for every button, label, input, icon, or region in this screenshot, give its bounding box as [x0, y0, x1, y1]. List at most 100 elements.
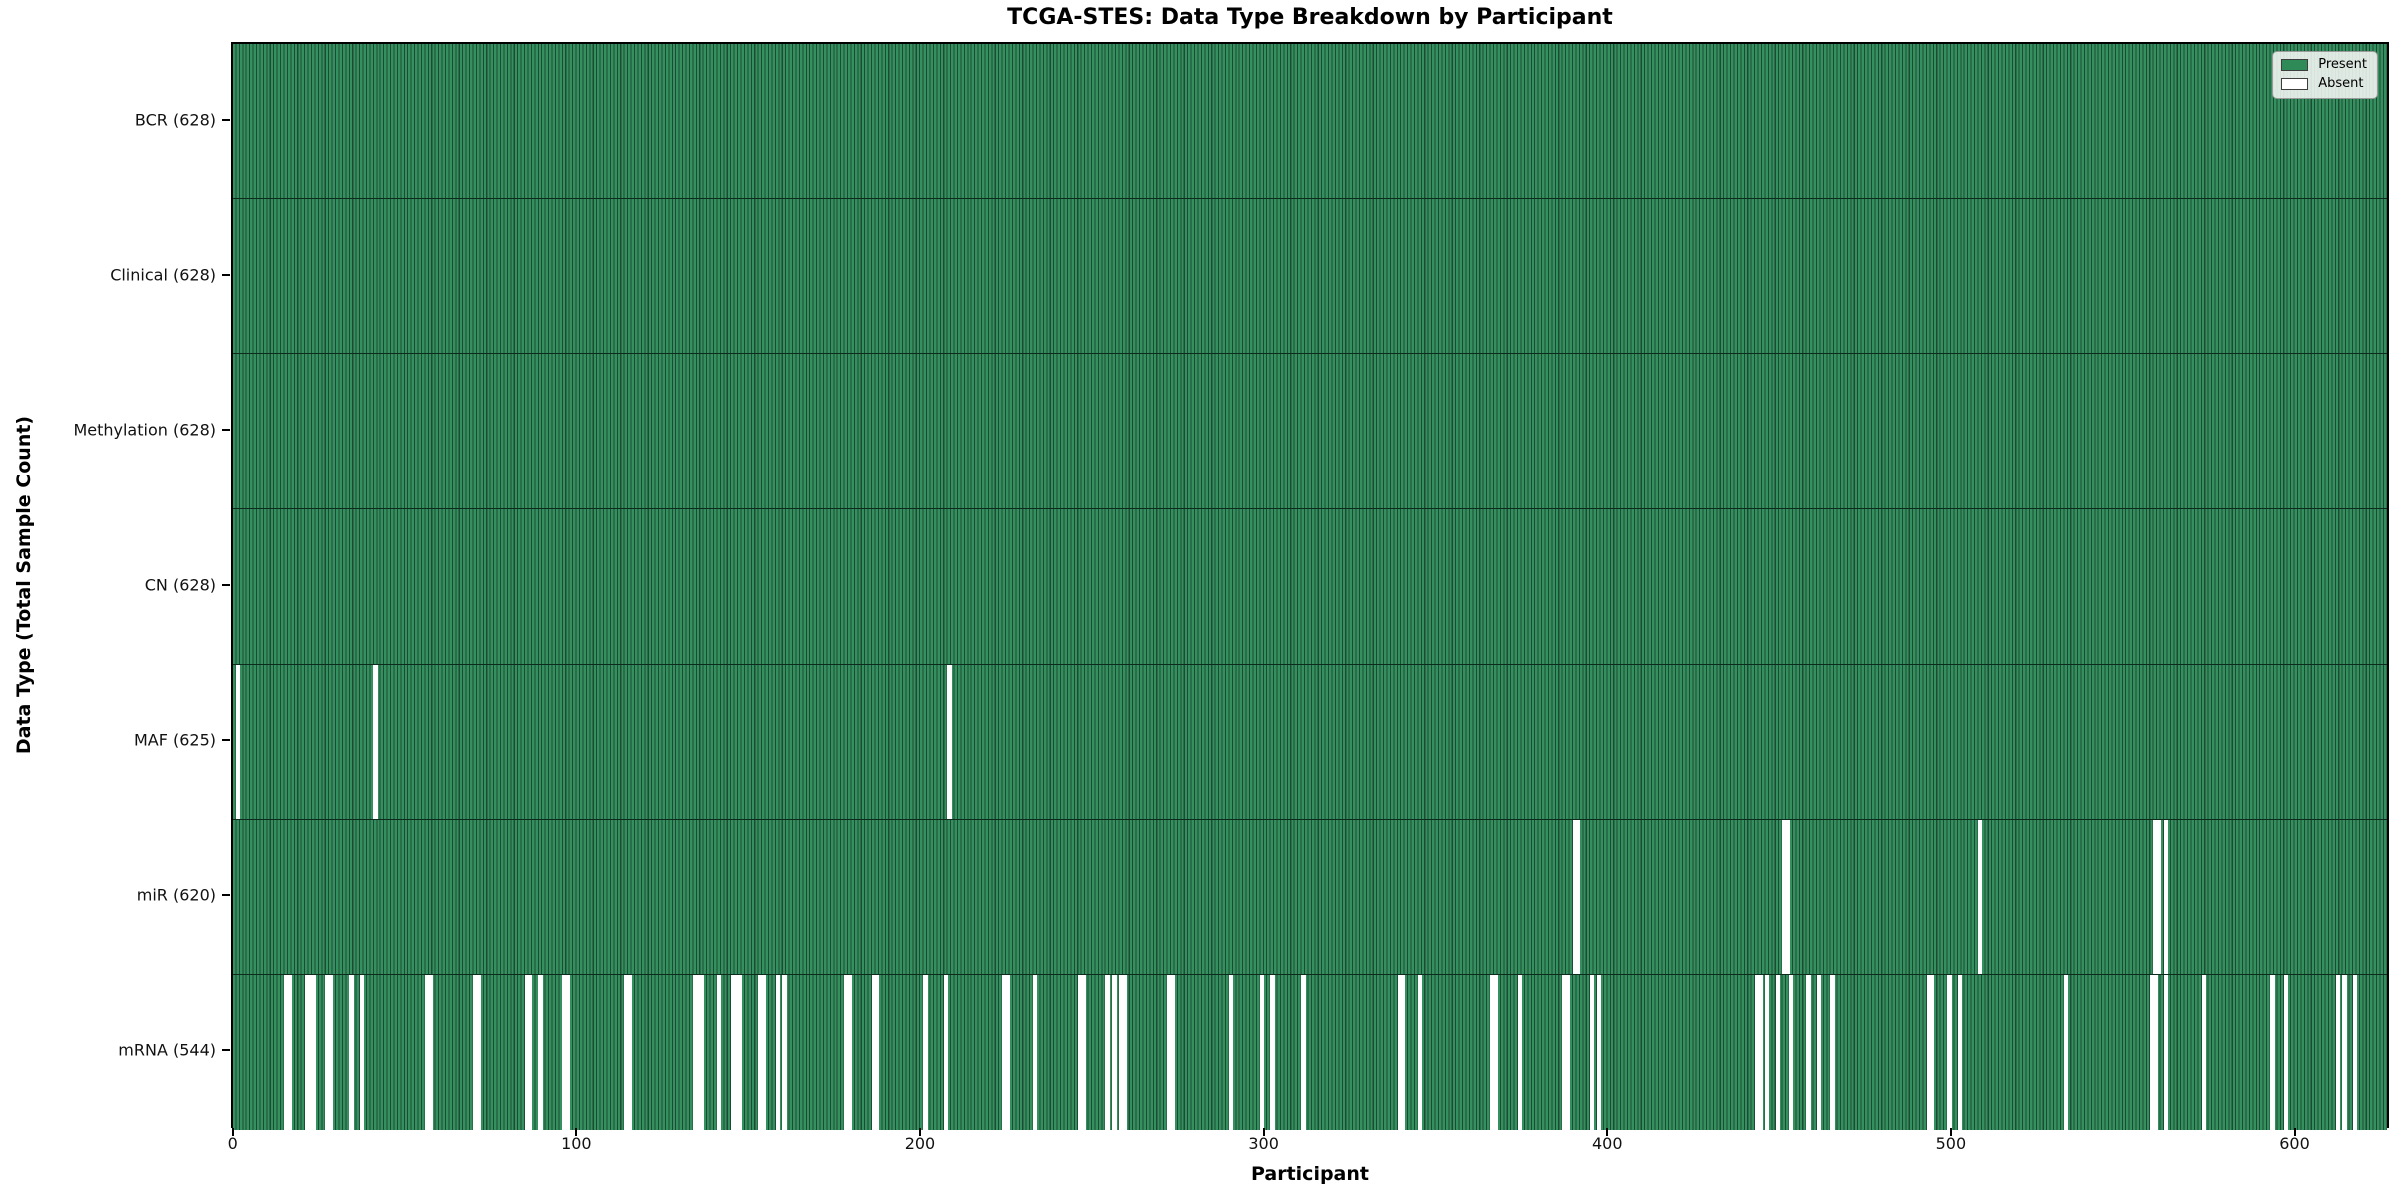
absent-bar — [425, 974, 430, 1130]
plot-area: Present Absent — [231, 42, 2389, 1130]
absent-bar — [2156, 819, 2162, 974]
absent-bar — [304, 974, 309, 1130]
absent-bar — [1765, 974, 1770, 1130]
absent-bar — [844, 974, 849, 1130]
absent-bar — [1122, 974, 1127, 1130]
absent-bar — [847, 974, 852, 1130]
absent-bar — [1418, 974, 1423, 1130]
absent-bar — [1785, 819, 1791, 974]
x-tick-mark — [2293, 1128, 2296, 1136]
heatmap-row-clinical — [233, 199, 2387, 355]
x-tick-label-200: 200 — [904, 1134, 936, 1153]
absent-bar — [730, 974, 736, 1130]
absent-bar — [1119, 974, 1124, 1130]
heatmap-row-maf — [233, 664, 2387, 820]
absent-bar — [1002, 974, 1007, 1130]
absent-bar — [528, 974, 533, 1130]
absent-bar — [1589, 974, 1595, 1130]
absent-bar — [1782, 819, 1787, 974]
absent-bar — [325, 974, 330, 1130]
absent-bar — [699, 974, 705, 1130]
x-tick-label-400: 400 — [1591, 1134, 1623, 1153]
y-tick-label-clinical: Clinical (628) — [110, 265, 216, 285]
absent-bar — [717, 974, 722, 1130]
x-tick-label-300: 300 — [1248, 1134, 1279, 1153]
absent-bar — [2270, 974, 2275, 1130]
absent-bar — [943, 974, 949, 1130]
absent-bar — [1170, 974, 1175, 1130]
y-tick-mark — [222, 1049, 230, 1052]
y-tick-mark — [222, 739, 230, 742]
absent-bar — [2284, 974, 2289, 1130]
absent-bar — [761, 974, 767, 1130]
x-tick-mark — [1262, 1128, 1265, 1136]
absent-bar — [1005, 974, 1010, 1130]
absent-bar — [2153, 974, 2158, 1130]
absent-bar — [1576, 819, 1581, 974]
absent-bar — [1105, 974, 1110, 1130]
absent-bar — [311, 974, 316, 1130]
absent-bar — [1816, 974, 1821, 1130]
x-tick-mark — [575, 1128, 578, 1136]
absent-bar — [1926, 974, 1931, 1130]
legend-label-present: Present — [2318, 57, 2367, 72]
y-tick-mark — [222, 118, 230, 121]
x-tick-label-500: 500 — [1935, 1134, 1967, 1153]
absent-bar — [428, 974, 433, 1130]
absent-bar — [359, 974, 364, 1130]
absent-bar — [1596, 974, 1602, 1130]
absent-bar — [775, 974, 780, 1130]
y-tick-label-mrna: mRNA (544) — [118, 1040, 216, 1060]
absent-bar — [1806, 974, 1811, 1130]
y-tick-label-cn: CN (628) — [144, 575, 216, 595]
legend-label-absent: Absent — [2318, 76, 2364, 92]
absent-bar — [1033, 974, 1038, 1130]
legend: Present Absent — [2272, 51, 2378, 99]
x-tick-mark — [1606, 1128, 1609, 1136]
absent-bar — [308, 974, 313, 1130]
absent-bar — [2163, 974, 2169, 1130]
x-tick-label-600: 600 — [2279, 1134, 2310, 1153]
chart-title: TCGA-STES: Data Type Breakdown by Partic… — [1007, 5, 1613, 30]
absent-bar — [693, 974, 698, 1130]
absent-bar — [1978, 819, 1983, 974]
absent-bar — [1493, 974, 1498, 1130]
absent-bar — [1112, 974, 1117, 1130]
absent-bar — [2153, 819, 2158, 974]
absent-bar — [524, 974, 529, 1130]
absent-bar — [1789, 974, 1794, 1130]
absent-bar — [1260, 974, 1265, 1130]
absent-bar — [287, 974, 292, 1130]
heatmap-row-mrna — [233, 974, 2387, 1130]
absent-bar — [1229, 974, 1234, 1130]
absent-bar — [236, 664, 241, 819]
absent-bar — [1517, 974, 1522, 1130]
absent-bar — [373, 664, 378, 819]
absent-bar — [947, 664, 952, 819]
heatmap-row-methylation — [233, 354, 2387, 510]
y-tick-mark — [222, 273, 230, 276]
x-tick-label-0: 0 — [227, 1134, 238, 1153]
absent-bar — [1758, 974, 1763, 1130]
absent-bar — [1947, 974, 1952, 1130]
heatmap-rows — [233, 44, 2387, 1130]
absent-bar — [782, 974, 787, 1130]
absent-bar — [1490, 974, 1495, 1130]
x-tick-mark — [918, 1128, 921, 1136]
absent-bar — [734, 974, 739, 1130]
absent-bar — [2201, 974, 2206, 1130]
absent-bar — [328, 974, 334, 1130]
absent-bar — [476, 974, 481, 1130]
y-tick-mark — [222, 428, 230, 431]
absent-bar — [349, 974, 354, 1130]
legend-item-present: Present — [2281, 57, 2367, 72]
absent-bar — [1077, 974, 1083, 1130]
absent-bar — [473, 974, 478, 1130]
absent-bar — [1957, 974, 1962, 1130]
absent-bar — [696, 974, 701, 1130]
heatmap-row-cn — [233, 509, 2387, 665]
absent-bar — [1270, 974, 1275, 1130]
absent-bar — [1572, 819, 1577, 974]
absent-bar — [1301, 974, 1306, 1130]
